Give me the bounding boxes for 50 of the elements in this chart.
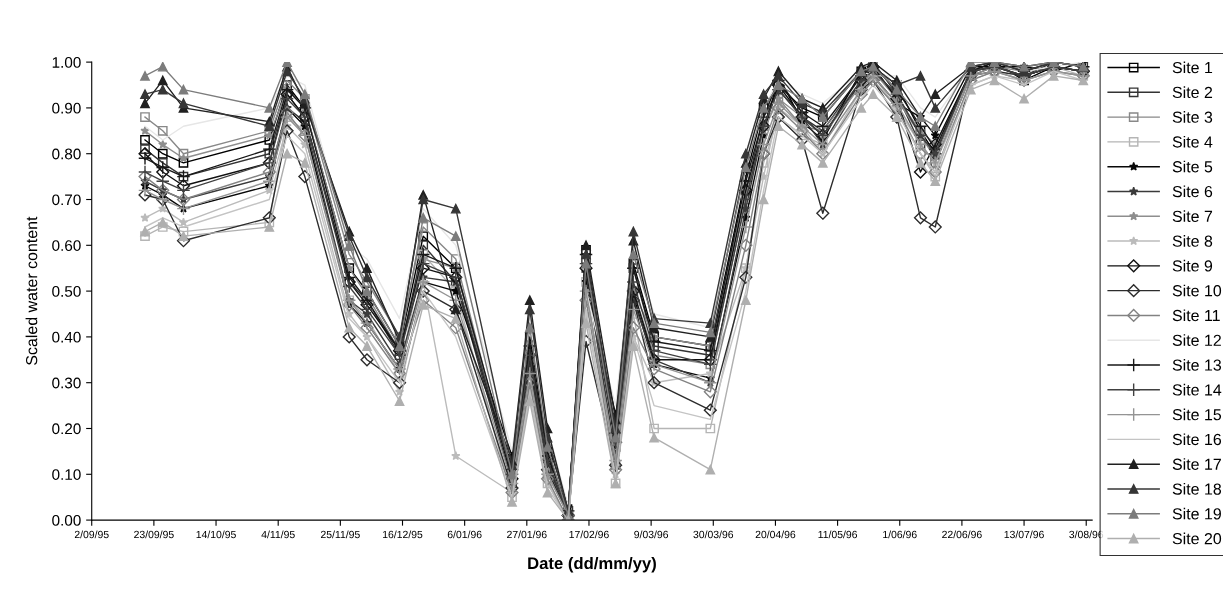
x-tick-label: 20/04/96 bbox=[755, 530, 796, 539]
x-tick-label: 25/11/95 bbox=[320, 530, 360, 539]
x-tick-label: 3/08/96 bbox=[1069, 530, 1104, 539]
legend-label: Site 1 bbox=[1172, 61, 1213, 74]
y-tick-label: 0.00 bbox=[52, 514, 81, 526]
legend-label: Site 4 bbox=[1172, 135, 1213, 148]
x-tick-label: 9/03/96 bbox=[634, 530, 669, 539]
legend-label: Site 14 bbox=[1172, 383, 1222, 396]
x-tick-label: 17/02/96 bbox=[569, 530, 609, 539]
legend-label: Site 15 bbox=[1172, 408, 1222, 421]
legend-label: Site 8 bbox=[1172, 235, 1213, 247]
legend-label: Site 13 bbox=[1172, 359, 1222, 371]
x-tick-label: 16/12/95 bbox=[383, 530, 423, 539]
x-tick-label: 27/01/96 bbox=[507, 530, 547, 539]
x-tick-label: 13/07/96 bbox=[1004, 530, 1044, 539]
x-axis-title: Date (dd/mm/yy) bbox=[528, 556, 656, 573]
x-tick-label: 11/05/96 bbox=[818, 530, 858, 539]
x-tick-label: 2/09/95 bbox=[74, 530, 109, 539]
legend-label: Site 12 bbox=[1172, 334, 1221, 346]
legend-label: Site 3 bbox=[1172, 111, 1213, 123]
y-tick-label: 0.40 bbox=[52, 331, 81, 343]
y-tick-label: 1.00 bbox=[52, 56, 81, 68]
x-tick-label: 1/06/96 bbox=[883, 530, 917, 539]
legend-label: Site 2 bbox=[1172, 86, 1213, 99]
legend-label: Site 16 bbox=[1172, 433, 1222, 446]
y-tick-label: 0.30 bbox=[52, 377, 81, 389]
legend-label: Site 20 bbox=[1172, 532, 1222, 545]
x-tick-label: 23/09/95 bbox=[134, 530, 174, 539]
y-tick-label: 0.60 bbox=[52, 240, 81, 251]
y-tick-label: 0.50 bbox=[52, 285, 81, 297]
x-tick-label: 14/10/95 bbox=[196, 530, 236, 539]
legend-label: Site 5 bbox=[1172, 160, 1213, 173]
y-axis-title: Scaled water content bbox=[25, 216, 38, 365]
y-tick-label: 0.10 bbox=[52, 469, 81, 480]
y-tick-label: 0.90 bbox=[52, 102, 81, 114]
x-tick-label: 4/11/95 bbox=[261, 530, 295, 539]
legend-label: Site 9 bbox=[1172, 259, 1213, 272]
x-tick-label: 22/06/96 bbox=[942, 530, 982, 539]
y-tick-label: 0.70 bbox=[52, 194, 81, 206]
legend-label: Site 10 bbox=[1172, 284, 1222, 297]
y-tick-label: 0.80 bbox=[52, 148, 81, 160]
y-tick-label: 0.20 bbox=[52, 423, 81, 435]
legend-label: Site 17 bbox=[1172, 458, 1221, 470]
legend-label: Site 19 bbox=[1172, 507, 1221, 520]
legend-label: Site 11 bbox=[1172, 309, 1220, 322]
legend-label: Site 18 bbox=[1172, 482, 1222, 495]
x-tick-label: 30/03/96 bbox=[693, 530, 734, 539]
x-tick-label: 6/01/96 bbox=[447, 530, 482, 539]
legend-label: Site 7 bbox=[1172, 210, 1213, 223]
legend-label: Site 6 bbox=[1172, 185, 1213, 198]
